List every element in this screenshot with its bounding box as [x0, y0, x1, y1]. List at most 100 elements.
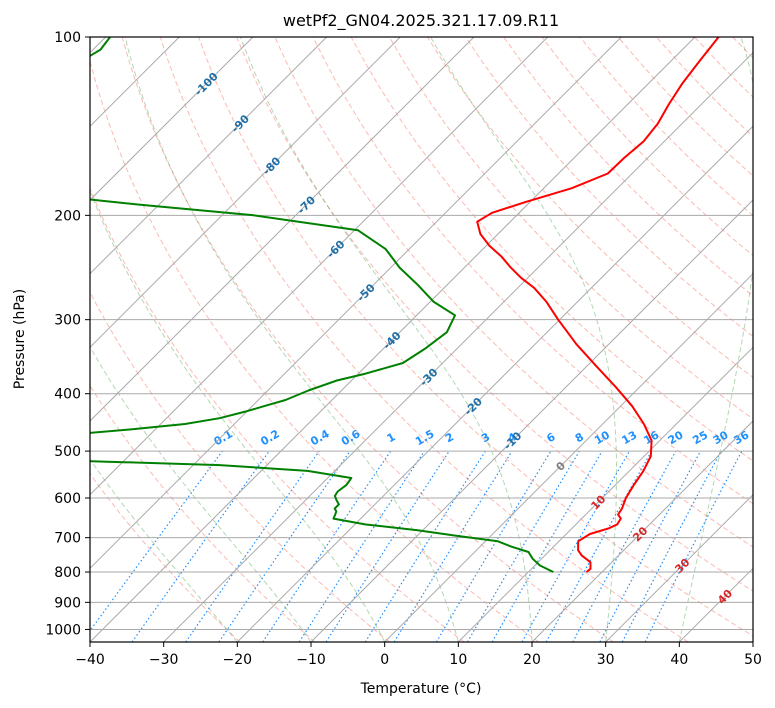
dry-adiabat-line [236, 37, 753, 592]
y-tick-label: 400 [54, 387, 81, 403]
moist-adiabat-line [90, 458, 238, 642]
isotherm-line [163, 51, 753, 642]
y-tick-label: 800 [54, 565, 81, 581]
mixing-ratio-line [364, 450, 486, 642]
mixing-ratio-line [435, 450, 552, 642]
mixing-ratio-label: 3 [479, 430, 492, 445]
mixing-ratio-line [90, 450, 223, 632]
moist-adiabat-line [678, 37, 753, 642]
mixing-ratio-line [185, 450, 320, 642]
x-axis-label: Temperature (°C) [360, 681, 482, 697]
mixing-ratio-line [298, 450, 425, 642]
moist-adiabat-line [124, 37, 459, 642]
dry-adiabat-line [90, 186, 465, 642]
y-tick-label: 700 [54, 531, 81, 547]
mixing-ratio-line [545, 450, 653, 642]
mixing-ratio-label: 36 [731, 428, 751, 447]
dry-adiabat-line [90, 291, 390, 642]
isotherm-line [90, 37, 328, 275]
mixing-ratio-label: 0.2 [258, 427, 281, 448]
moist-adiabat-line [430, 37, 617, 642]
mixing-ratio-label: 0.6 [339, 427, 363, 448]
isotherm-label: 10 [588, 492, 608, 512]
x-tick-label: 0 [380, 652, 389, 668]
dry-adiabat-line [90, 472, 241, 642]
dry-adiabat-line [503, 37, 753, 297]
isotherm-label: 40 [715, 587, 735, 607]
dry-adiabat-line [274, 37, 753, 548]
mixing-ratio-label: 2 [443, 430, 456, 445]
plot-area: 0.1 0.2 0.4 0.6 1 1.5 2 3 4 6 8 10 13 16 20 25 30 36-100-… [90, 37, 775, 642]
x-tick-label: −20 [223, 652, 253, 668]
mixing-ratio-line [521, 450, 631, 642]
mixing-ratio-label: 1 [385, 430, 398, 445]
dry-adiabat-line [771, 37, 775, 642]
mixing-ratio-label: 25 [690, 428, 710, 447]
isotherm-line [752, 641, 753, 642]
mixing-ratio-line [325, 450, 450, 642]
mixing-ratio-line [644, 450, 743, 642]
mixing-ratio-label: 1.5 [413, 427, 436, 448]
dry-adiabat-line [90, 59, 540, 642]
dry-adiabat-line [541, 37, 753, 257]
isotherm-line [310, 199, 753, 642]
isotherm-line [90, 37, 549, 496]
dry-adiabat-line [426, 37, 753, 378]
dry-adiabat-line [121, 37, 614, 642]
mixing-ratio-label: 0.1 [212, 427, 235, 448]
dry-adiabat-line [732, 37, 753, 59]
x-tick-label: −40 [75, 652, 105, 668]
x-tick-label: 50 [744, 652, 762, 668]
y-tick-label: 900 [54, 595, 81, 611]
dry-adiabat-line [350, 37, 753, 462]
isotherm-line [605, 493, 753, 642]
chart-title: wetPf2_GN04.2025.321.17.09.R11 [283, 11, 559, 31]
dewpoint-profile [90, 37, 554, 573]
mixing-ratio-label: 13 [619, 428, 639, 447]
isotherm-line [90, 37, 622, 570]
x-tick-label: 30 [597, 652, 615, 668]
y-tick-label: 100 [54, 30, 81, 46]
moist-adiabat-line [90, 345, 312, 642]
dry-adiabat-line [159, 37, 689, 642]
dry-adiabat-line [465, 37, 753, 338]
isotherm-label: -80 [260, 154, 283, 177]
isotherm-line [531, 420, 753, 642]
mixing-ratio-label: 30 [711, 428, 731, 447]
y-axis-label: Pressure (hPa) [12, 289, 28, 389]
isotherm-label: -20 [462, 395, 485, 418]
x-tick-label: 20 [523, 652, 541, 668]
mixing-ratio-line [262, 450, 392, 642]
x-tick-label: 10 [449, 652, 467, 668]
dry-adiabat-line [388, 37, 753, 420]
isotherm-line [90, 37, 475, 422]
y-tick-label: 300 [54, 313, 81, 329]
isotherm-line [678, 567, 753, 642]
mixing-ratio-line [393, 450, 513, 642]
mixing-ratio-line [131, 450, 270, 642]
dry-adiabat-line [90, 384, 316, 642]
y-tick-label: 600 [54, 491, 81, 507]
mixing-ratio-label: 0.4 [308, 427, 332, 448]
mixing-ratio-line [572, 450, 677, 642]
isotherm-line [90, 37, 254, 201]
isotherm-line [457, 346, 753, 642]
isotherm-label: -50 [355, 281, 378, 304]
axes: −40 −30 −20 −10 0 10 20 30 40 5010020030040050060… [45, 30, 762, 668]
x-tick-label: −10 [296, 652, 326, 668]
isotherm-line [90, 37, 696, 642]
temperature-profile [476, 37, 720, 573]
dry-adiabat-line [656, 37, 753, 138]
plot-frame [89, 36, 754, 643]
moist-adiabat-line [90, 189, 386, 642]
mixing-ratio-line [218, 450, 351, 642]
isotherm-line [384, 272, 753, 642]
y-tick-label: 200 [54, 208, 81, 224]
x-tick-label: 40 [670, 652, 688, 668]
y-tick-label: 1000 [45, 622, 81, 638]
dry-adiabat-line [198, 37, 753, 637]
isotherm-line [236, 125, 753, 642]
mixing-ratio-label: 6 [544, 430, 557, 445]
x-tick-label: −30 [149, 652, 179, 668]
